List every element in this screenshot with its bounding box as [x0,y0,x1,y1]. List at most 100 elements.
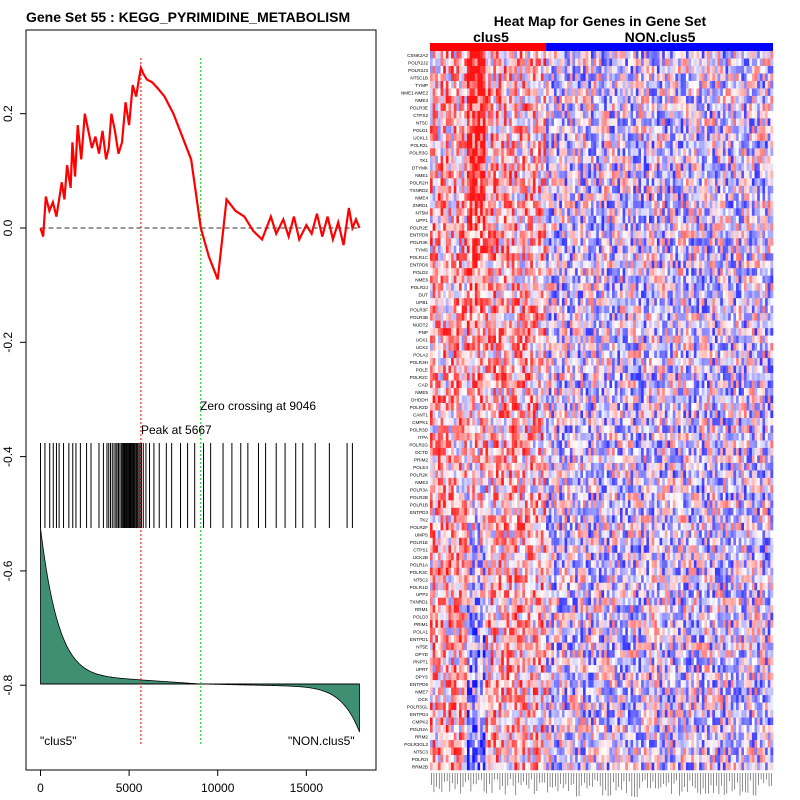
heatmap-cell [596,170,600,179]
heatmap-cell [519,208,523,217]
heatmap-cell [488,193,491,202]
heatmap-cell [746,148,750,157]
heatmap-cell [675,110,679,119]
heatmap-cell [443,223,447,232]
heatmap-cell [670,230,674,239]
heatmap-cell [506,305,510,314]
heatmap-cell [514,230,518,239]
heatmap-cell [614,215,618,224]
heatmap-cell [532,275,536,284]
heatmap-cell [704,268,708,276]
heatmap-cell [757,283,761,291]
heatmap-cell [720,245,724,254]
heatmap-cell [530,313,534,321]
heatmap-cell [712,283,716,291]
heatmap-cell [704,290,708,299]
heatmap-cell [614,230,618,239]
heatmap-cell [530,253,534,262]
heatmap-cell [635,298,639,306]
heatmap-cell [767,275,771,284]
heatmap-cell [453,125,457,134]
heatmap-cell [754,163,758,172]
heatmap-cell [567,193,571,202]
heatmap-cell [564,80,568,89]
heatmap-cell [749,200,753,209]
heatmap-cell [511,328,515,336]
heatmap-cell [720,103,724,112]
heatmap-cell [583,58,586,67]
heatmap-cell [765,283,769,291]
heatmap-cell [472,275,476,284]
heatmap-cell [617,118,621,127]
heatmap-cell [685,275,689,284]
heatmap-cell [651,268,655,276]
heatmap-cell [688,51,692,59]
heatmap-cell [453,298,457,306]
heatmap-cell [540,155,544,164]
heatmap-cell [685,230,689,239]
heatmap-cell [590,305,594,314]
heatmap-cell [622,260,626,269]
heatmap-cell [606,118,610,127]
heatmap-cell [588,268,592,276]
heatmap-cell [643,58,647,67]
heatmap-cell [601,283,605,291]
heatmap-cell [590,245,594,254]
heatmap-cell [522,125,526,134]
heatmap-cell [667,238,671,247]
heatmap-cell [725,73,729,82]
heatmap-cell [627,80,631,89]
heatmap-cell [693,230,697,239]
heatmap-cell [667,313,671,321]
heatmap-cell [488,110,491,119]
heatmap-cell [672,260,676,269]
heatmap-cell [530,223,534,232]
heatmap-cell [466,140,470,149]
heatmap-cell [466,148,470,157]
heatmap-cell [670,163,674,172]
heatmap-cell [432,268,436,276]
heatmap-cell [635,275,639,284]
heatmap-cell [535,193,539,202]
heatmap-cell [638,193,642,202]
heatmap-cell [559,125,563,134]
heatmap-cell [691,268,695,276]
heatmap-cell [596,260,600,269]
heatmap-cell [535,245,539,254]
heatmap-cell [648,208,652,217]
heatmap-cell [606,185,610,194]
heatmap-cell [448,193,452,202]
heatmap-cell [630,283,634,291]
heatmap-cell [469,65,473,74]
heatmap-cell [730,133,734,142]
heatmap-cell [683,125,687,134]
heatmap-cell [612,298,615,306]
heatmap-cell [569,133,573,142]
heatmap-cell [736,155,739,164]
heatmap-cell [559,200,563,209]
heatmap-cell [638,133,642,142]
heatmap-cell [453,328,457,336]
heatmap-cell [759,185,763,194]
heatmap-cell [696,58,700,67]
heatmap-cell [722,178,726,187]
heatmap-cell [651,148,655,157]
heatmap-cell [743,178,747,187]
heatmap-cell [617,140,621,149]
heatmap-cell [746,133,750,142]
heatmap-cell [543,328,547,336]
heatmap-cell [580,260,584,269]
heatmap-cell [590,238,594,247]
heatmap-cell [635,51,639,59]
heatmap-cell [680,103,684,112]
heatmap-cell [453,170,457,179]
heatmap-cell [614,148,618,157]
heatmap-cell [601,95,605,104]
heatmap-cell [614,58,618,67]
heatmap-cell [662,268,666,276]
heatmap-cell [617,163,621,172]
heatmap-cell [590,275,594,284]
x-axis: 0 5000 10000 15000 [37,770,323,795]
heatmap-cell [633,133,637,142]
heatmap-cell [675,125,679,134]
